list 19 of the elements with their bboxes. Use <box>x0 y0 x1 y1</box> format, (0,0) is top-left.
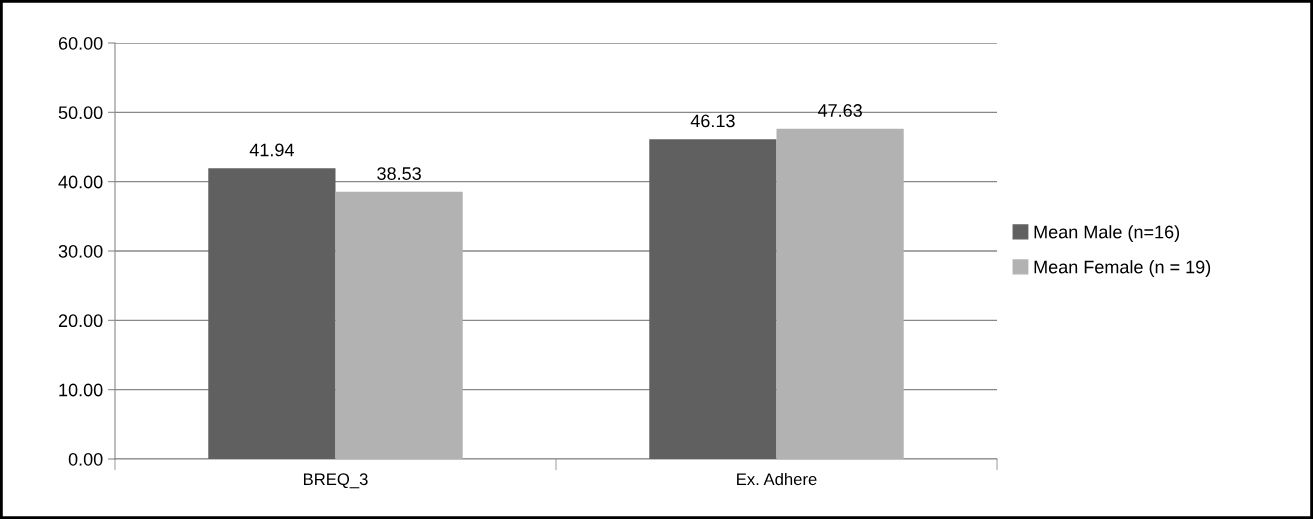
data-label: 38.53 <box>377 167 421 180</box>
data-label: 46.13 <box>690 114 735 128</box>
legend-label: Mean Male (n=16) <box>1034 225 1180 242</box>
x-tick-label: BREQ_3 <box>303 473 368 489</box>
bar <box>776 128 904 459</box>
bar <box>649 139 777 459</box>
y-tick-label: 60.00 <box>58 36 103 50</box>
y-tick-label: 20.00 <box>58 314 103 328</box>
y-tick-label: 0.00 <box>68 452 103 466</box>
y-tick-label: 40.00 <box>58 175 103 189</box>
y-tick-label: 30.00 <box>58 244 103 258</box>
x-tick-label: Ex. Adhere <box>737 472 817 486</box>
bar <box>208 168 336 459</box>
legend-label: Mean Female (n = 19) <box>1034 260 1211 277</box>
y-tick-label: 50.00 <box>58 106 103 120</box>
bar <box>335 191 463 459</box>
data-label: 47.63 <box>817 104 862 117</box>
data-label: 41.94 <box>249 143 294 157</box>
y-tick-label: 10.00 <box>59 383 103 397</box>
